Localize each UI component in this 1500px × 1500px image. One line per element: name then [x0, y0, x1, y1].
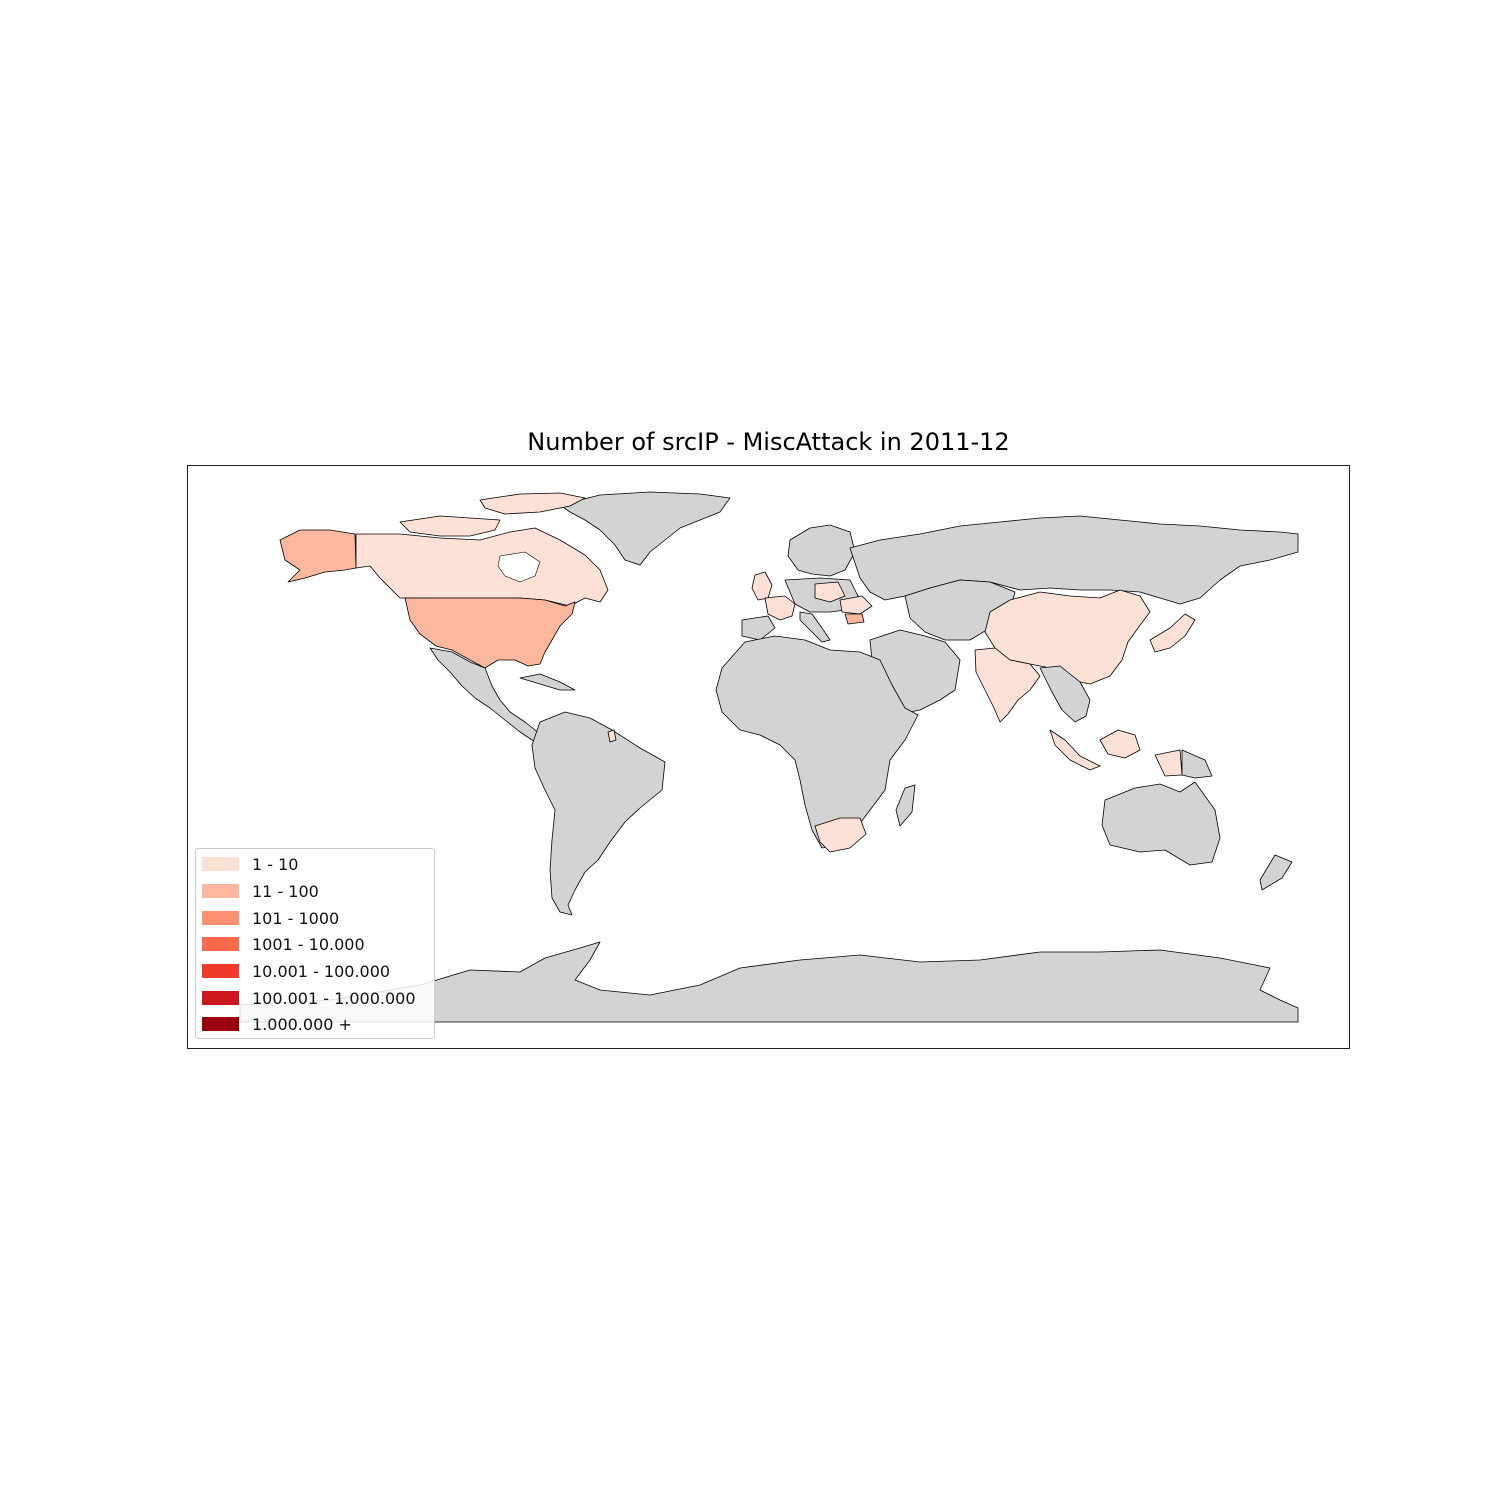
legend-swatch [202, 937, 239, 951]
legend-label: 1001 - 10.000 [252, 934, 365, 954]
region-madagascar [895, 784, 916, 827]
region-italy [799, 611, 831, 643]
legend: 1 - 10 11 - 100 101 - 1000 1001 - 10.000… [195, 848, 435, 1039]
region-iberia [741, 615, 776, 641]
legend-label: 10.001 - 100.000 [252, 961, 391, 981]
region-new-zealand [1259, 854, 1293, 891]
region-south-america [531, 711, 666, 916]
region-canada-islands[interactable] [479, 492, 586, 515]
region-africa [715, 635, 919, 849]
region-antarctica [239, 941, 1299, 1023]
region-south-africa[interactable] [814, 817, 867, 853]
hudson-bay [497, 551, 541, 583]
legend-swatch [202, 884, 239, 898]
legend-swatch [202, 991, 239, 1005]
region-scandinavia [787, 524, 856, 577]
legend-label: 101 - 1000 [252, 908, 340, 928]
legend-label: 1.000.000 + [252, 1014, 352, 1034]
legend-item: 100.001 - 1.000.000 [202, 987, 416, 1009]
legend-item: 11 - 100 [202, 880, 319, 902]
legend-item: 1001 - 10.000 [202, 933, 365, 955]
region-uk[interactable] [751, 571, 773, 601]
region-alaska[interactable] [279, 529, 357, 583]
legend-swatch [202, 964, 239, 978]
region-greenland [559, 491, 731, 566]
region-bulgaria[interactable] [844, 613, 865, 625]
legend-item: 10.001 - 100.000 [202, 960, 390, 982]
region-png [1181, 749, 1213, 779]
region-romania[interactable] [839, 595, 873, 615]
legend-label: 1 - 10 [252, 854, 299, 874]
region-indonesia[interactable] [1099, 729, 1141, 759]
region-new-guinea[interactable] [1154, 749, 1183, 777]
region-france[interactable] [764, 595, 796, 621]
chart-title: Number of srcIP - MiscAttack in 2011-12 [527, 428, 1010, 456]
region-australia [1101, 781, 1221, 866]
legend-item: 1.000.000 + [202, 1013, 352, 1035]
region-french-guiana[interactable] [607, 729, 617, 743]
legend-label: 100.001 - 1.000.000 [252, 988, 416, 1008]
legend-swatch [202, 857, 239, 871]
region-cuba [519, 673, 576, 691]
region-canada-islands-2[interactable] [399, 515, 501, 537]
region-canada[interactable] [355, 527, 609, 607]
region-japan[interactable] [1149, 613, 1196, 653]
region-malaysia[interactable] [1049, 729, 1101, 771]
legend-swatch [202, 911, 239, 925]
legend-label: 11 - 100 [252, 881, 319, 901]
legend-item: 1 - 10 [202, 853, 298, 875]
region-united-states[interactable] [404, 597, 576, 669]
legend-item: 101 - 1000 [202, 907, 339, 929]
region-se-asia [1039, 665, 1091, 723]
region-india[interactable] [974, 647, 1041, 723]
region-poland[interactable] [814, 581, 846, 603]
region-russia [849, 515, 1299, 605]
legend-swatch [202, 1017, 239, 1031]
